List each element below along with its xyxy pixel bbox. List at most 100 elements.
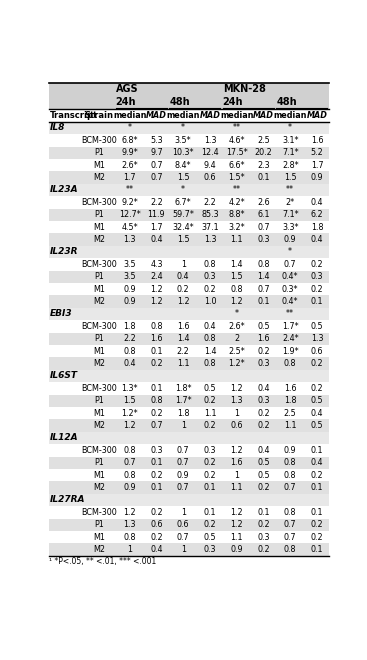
Text: BCM-300: BCM-300 bbox=[81, 446, 117, 455]
Text: 0.1: 0.1 bbox=[150, 346, 163, 356]
Text: 0.2: 0.2 bbox=[311, 359, 323, 368]
Text: 1.2: 1.2 bbox=[230, 297, 243, 306]
Bar bbox=[49, 295, 329, 308]
Text: 1.1: 1.1 bbox=[230, 533, 243, 541]
Text: 4.3: 4.3 bbox=[150, 260, 163, 269]
Text: 1.2*: 1.2* bbox=[121, 409, 138, 418]
Text: 1.3: 1.3 bbox=[123, 520, 136, 529]
Text: 2: 2 bbox=[234, 334, 239, 343]
Text: 1.8: 1.8 bbox=[177, 409, 189, 418]
Text: 0.8: 0.8 bbox=[284, 359, 297, 368]
Text: 1.3: 1.3 bbox=[204, 136, 216, 145]
Bar bbox=[49, 531, 329, 543]
Text: 1: 1 bbox=[234, 471, 239, 480]
Text: 0.2: 0.2 bbox=[257, 346, 270, 356]
Text: 4.5*: 4.5* bbox=[121, 222, 138, 232]
Text: 1.2*: 1.2* bbox=[228, 359, 245, 368]
Text: 0.3: 0.3 bbox=[150, 446, 163, 455]
Text: 0.7: 0.7 bbox=[284, 533, 297, 541]
Text: 0.2: 0.2 bbox=[257, 520, 270, 529]
Text: P1: P1 bbox=[94, 396, 104, 405]
Text: 1.8: 1.8 bbox=[284, 396, 297, 405]
Bar bbox=[49, 271, 329, 283]
Text: 9.9*: 9.9* bbox=[121, 148, 138, 157]
Text: 0.7: 0.7 bbox=[284, 260, 297, 269]
Bar bbox=[49, 345, 329, 357]
Text: 0.4: 0.4 bbox=[150, 545, 163, 554]
Text: 0.7: 0.7 bbox=[150, 421, 163, 430]
Bar bbox=[49, 419, 329, 432]
Text: 0.5: 0.5 bbox=[204, 384, 216, 393]
Text: 2.2: 2.2 bbox=[123, 334, 136, 343]
Text: 0.8: 0.8 bbox=[284, 508, 297, 517]
Text: 48h: 48h bbox=[276, 98, 297, 108]
Text: 0.8: 0.8 bbox=[284, 545, 297, 554]
Text: 0.2: 0.2 bbox=[150, 508, 163, 517]
Text: IL12A: IL12A bbox=[50, 434, 78, 442]
Text: 0.9: 0.9 bbox=[123, 483, 136, 492]
Text: 1.1: 1.1 bbox=[230, 235, 243, 244]
Text: 0.2: 0.2 bbox=[311, 384, 323, 393]
Text: IL6ST: IL6ST bbox=[50, 372, 77, 380]
Text: 0.1: 0.1 bbox=[311, 297, 323, 306]
Text: 1.7: 1.7 bbox=[123, 173, 136, 182]
Text: 0.5: 0.5 bbox=[311, 322, 323, 331]
Text: 12.4: 12.4 bbox=[201, 148, 219, 157]
Text: 0.2: 0.2 bbox=[311, 260, 323, 269]
Text: 0.9: 0.9 bbox=[284, 235, 297, 244]
Text: M2: M2 bbox=[93, 421, 105, 430]
Text: 0.7: 0.7 bbox=[284, 520, 297, 529]
Text: *: * bbox=[235, 310, 239, 318]
Text: 0.8: 0.8 bbox=[230, 284, 243, 294]
Text: MKN-28: MKN-28 bbox=[223, 84, 266, 94]
Text: *: * bbox=[128, 123, 132, 133]
Text: 0.7: 0.7 bbox=[123, 458, 136, 467]
Text: 1.6: 1.6 bbox=[284, 384, 297, 393]
Text: 1.1: 1.1 bbox=[230, 483, 243, 492]
Text: 0.7: 0.7 bbox=[284, 483, 297, 492]
Text: EBI3: EBI3 bbox=[50, 310, 72, 318]
Text: 6.2: 6.2 bbox=[311, 210, 323, 219]
Text: 0.7: 0.7 bbox=[257, 284, 270, 294]
Text: 0.1: 0.1 bbox=[150, 458, 163, 467]
Text: 2.6*: 2.6* bbox=[121, 160, 138, 170]
Text: 0.2: 0.2 bbox=[204, 471, 216, 480]
Text: 0.8: 0.8 bbox=[123, 471, 136, 480]
Text: 2.2: 2.2 bbox=[150, 198, 163, 207]
Text: 0.4: 0.4 bbox=[257, 446, 270, 455]
Text: **: ** bbox=[233, 123, 241, 133]
Text: 0.1: 0.1 bbox=[257, 508, 270, 517]
Text: 0.4*: 0.4* bbox=[282, 297, 298, 306]
Bar bbox=[49, 506, 329, 519]
Text: 1: 1 bbox=[181, 508, 186, 517]
Text: 1.3: 1.3 bbox=[311, 334, 323, 343]
Bar bbox=[49, 134, 329, 147]
Bar bbox=[49, 494, 329, 506]
Text: 0.2: 0.2 bbox=[204, 284, 216, 294]
Text: 0.1: 0.1 bbox=[150, 483, 163, 492]
Text: 6.6*: 6.6* bbox=[228, 160, 245, 170]
Text: 1.2: 1.2 bbox=[230, 384, 243, 393]
Text: 0.9: 0.9 bbox=[284, 446, 297, 455]
Text: **: ** bbox=[233, 185, 241, 194]
Text: 0.3: 0.3 bbox=[311, 272, 323, 281]
Text: *: * bbox=[288, 248, 292, 256]
Text: 0.2: 0.2 bbox=[257, 421, 270, 430]
Text: IL23A: IL23A bbox=[50, 185, 78, 194]
Text: IL23R: IL23R bbox=[50, 248, 78, 256]
Text: 0.4*: 0.4* bbox=[282, 272, 298, 281]
Text: 0.3*: 0.3* bbox=[282, 284, 298, 294]
Text: 10.3*: 10.3* bbox=[172, 148, 194, 157]
Text: 1.6: 1.6 bbox=[230, 458, 243, 467]
Text: 1.6: 1.6 bbox=[150, 334, 163, 343]
Text: 0.3: 0.3 bbox=[257, 359, 270, 368]
Text: 0.2: 0.2 bbox=[150, 533, 163, 541]
Text: Transcript: Transcript bbox=[50, 111, 98, 119]
Text: 5.2: 5.2 bbox=[310, 148, 323, 157]
Bar bbox=[49, 481, 329, 494]
Text: median: median bbox=[113, 111, 146, 119]
Text: 1.7: 1.7 bbox=[311, 160, 323, 170]
Text: 3.3*: 3.3* bbox=[282, 222, 298, 232]
Text: 1.7: 1.7 bbox=[150, 222, 163, 232]
Text: P1: P1 bbox=[94, 520, 104, 529]
